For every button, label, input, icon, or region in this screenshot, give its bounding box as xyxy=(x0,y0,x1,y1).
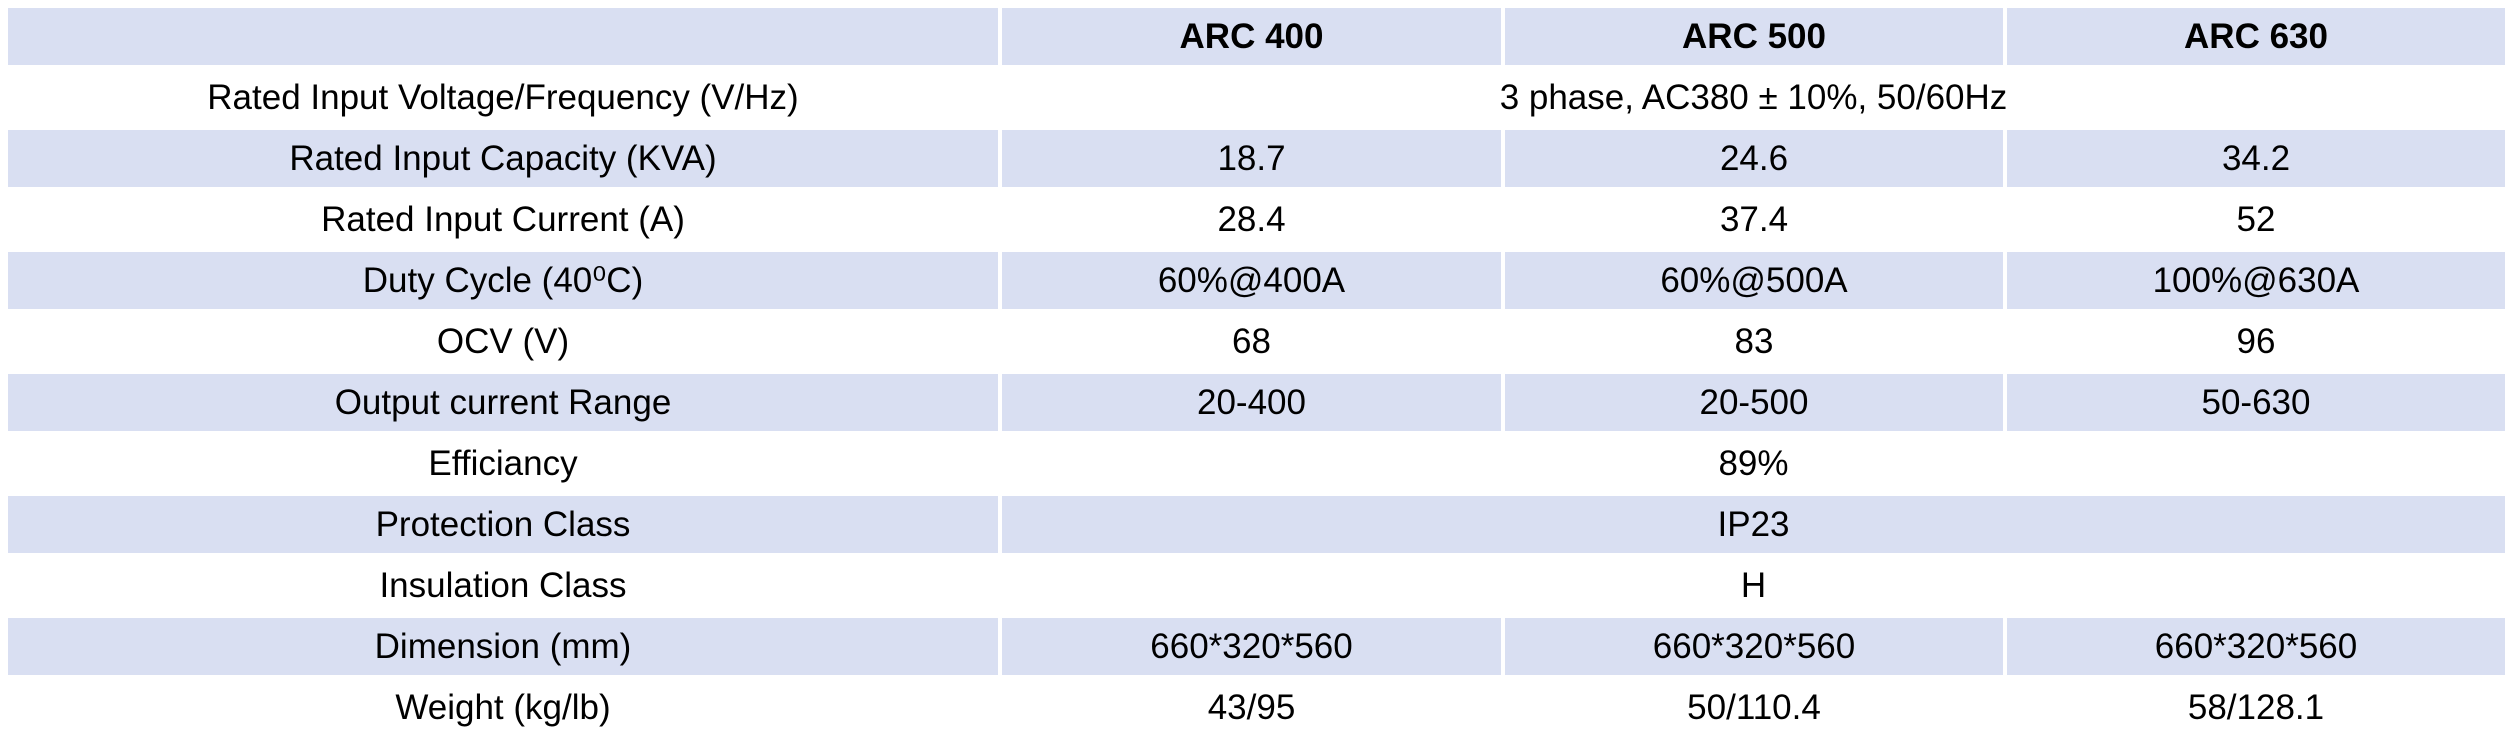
span-value-cell: H xyxy=(1002,557,2505,614)
column-header-arc-400: ARC 400 xyxy=(1002,8,1501,65)
value-cell: 96 xyxy=(2007,313,2505,370)
row-label: Rated Input Current (A) xyxy=(8,191,998,248)
span-value-cell: 89% xyxy=(1002,435,2505,492)
value-cell: 34.2 xyxy=(2007,130,2505,187)
value-cell: 24.6 xyxy=(1505,130,2003,187)
table-row-weight: Weight (kg/lb) 43/95 50/110.4 58/128.1 xyxy=(8,679,2505,736)
table-row-dimension: Dimension (mm) 660*320*560 660*320*560 6… xyxy=(8,618,2505,675)
value-cell: 68 xyxy=(1002,313,1501,370)
table-row-protection-class: Protection Class IP23 xyxy=(8,496,2505,553)
column-header-arc-500: ARC 500 xyxy=(1505,8,2003,65)
row-label: Rated Input Voltage/Frequency (V/Hz) xyxy=(8,69,998,126)
value-cell: 60%@400A xyxy=(1002,252,1501,309)
table-row-insulation-class: Insulation Class H xyxy=(8,557,2505,614)
value-cell: 50-630 xyxy=(2007,374,2505,431)
table-row-duty-cycle: Duty Cycle (40⁰C) 60%@400A 60%@500A 100%… xyxy=(8,252,2505,309)
value-cell: 20-400 xyxy=(1002,374,1501,431)
span-value-cell: IP23 xyxy=(1002,496,2505,553)
row-label: Output current Range xyxy=(8,374,998,431)
row-label: Protection Class xyxy=(8,496,998,553)
value-cell: 43/95 xyxy=(1002,679,1501,736)
value-cell: 83 xyxy=(1505,313,2003,370)
value-cell: 58/128.1 xyxy=(2007,679,2505,736)
value-cell: 37.4 xyxy=(1505,191,2003,248)
spec-table: ARC 400 ARC 500 ARC 630 Rated Input Volt… xyxy=(4,4,2507,740)
value-cell: 60%@500A xyxy=(1505,252,2003,309)
span-value-cell: 3 phase, AC380 ± 10%, 50/60Hz xyxy=(1002,69,2505,126)
value-cell: 660*320*560 xyxy=(2007,618,2505,675)
value-cell: 20-500 xyxy=(1505,374,2003,431)
column-header-arc-630: ARC 630 xyxy=(2007,8,2505,65)
value-cell: 28.4 xyxy=(1002,191,1501,248)
row-label: Dimension (mm) xyxy=(8,618,998,675)
table-row-ocv: OCV (V) 68 83 96 xyxy=(8,313,2505,370)
table-row-rated-input-current: Rated Input Current (A) 28.4 37.4 52 xyxy=(8,191,2505,248)
value-cell: 18.7 xyxy=(1002,130,1501,187)
row-label: Efficiancy xyxy=(8,435,998,492)
table-row-rated-input-capacity: Rated Input Capacity (KVA) 18.7 24.6 34.… xyxy=(8,130,2505,187)
table-row-efficiancy: Efficiancy 89% xyxy=(8,435,2505,492)
row-label: Insulation Class xyxy=(8,557,998,614)
table-row-output-current-range: Output current Range 20-400 20-500 50-63… xyxy=(8,374,2505,431)
value-cell: 50/110.4 xyxy=(1505,679,2003,736)
table-row-rated-input-voltage: Rated Input Voltage/Frequency (V/Hz) 3 p… xyxy=(8,69,2505,126)
corner-cell xyxy=(8,8,998,65)
value-cell: 660*320*560 xyxy=(1505,618,2003,675)
row-label: OCV (V) xyxy=(8,313,998,370)
row-label: Weight (kg/lb) xyxy=(8,679,998,736)
value-cell: 52 xyxy=(2007,191,2505,248)
row-label: Duty Cycle (40⁰C) xyxy=(8,252,998,309)
header-row: ARC 400 ARC 500 ARC 630 xyxy=(8,8,2505,65)
value-cell: 100%@630A xyxy=(2007,252,2505,309)
value-cell: 660*320*560 xyxy=(1002,618,1501,675)
row-label: Rated Input Capacity (KVA) xyxy=(8,130,998,187)
